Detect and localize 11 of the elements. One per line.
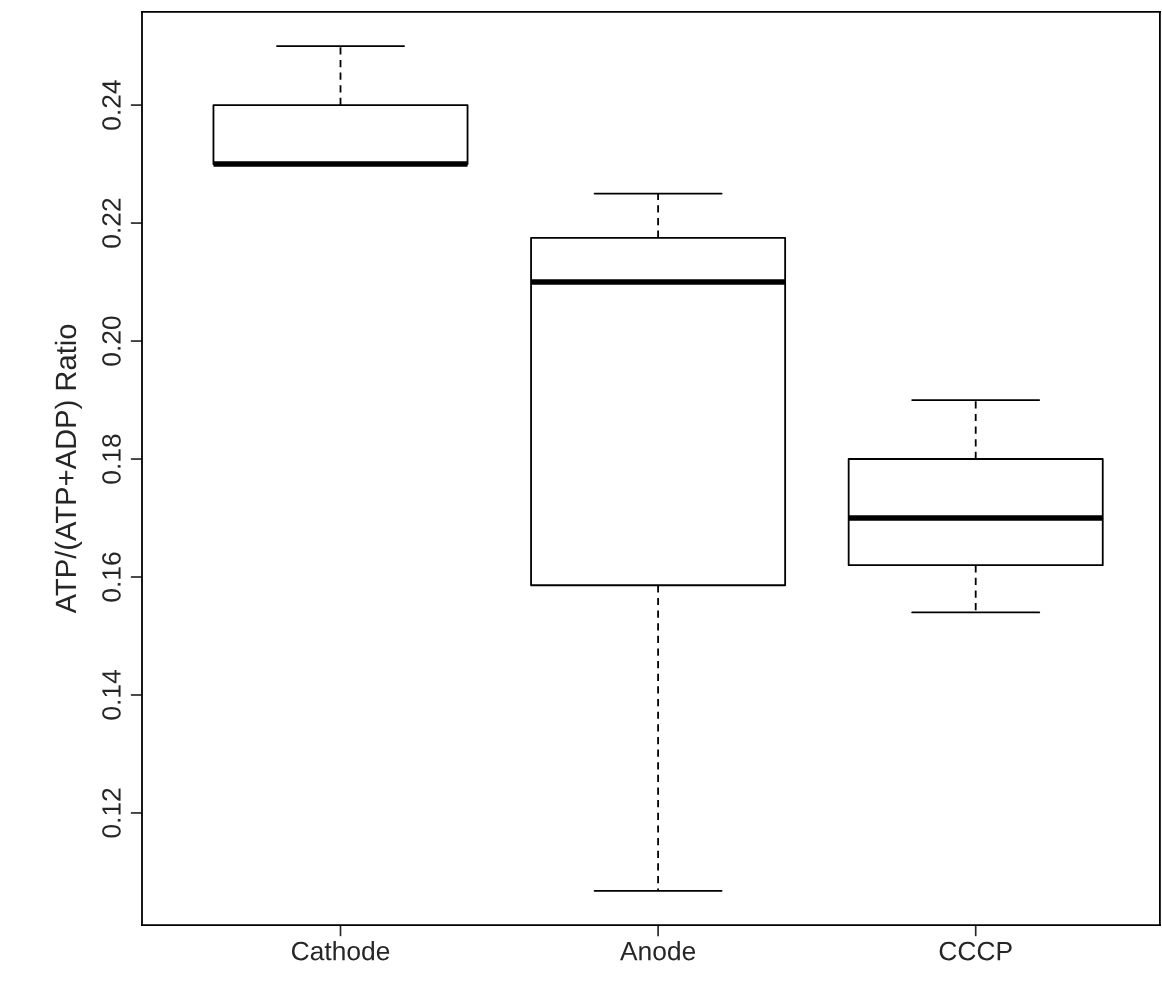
y-tick-label: 0.14 — [102, 670, 121, 720]
x-tick-label: CCCP — [939, 941, 1012, 961]
x-tick-label: Anode — [620, 941, 696, 961]
y-tick-label: 0.16 — [102, 552, 121, 602]
y-axis-title: ATP/(ATP+ADP) Ratio — [54, 324, 82, 614]
y-tick-label: 0.22 — [102, 198, 121, 248]
x-tick-label: Cathode — [291, 941, 390, 961]
y-tick-label: 0.24 — [102, 80, 121, 130]
y-tick-label: 0.20 — [102, 316, 121, 366]
y-tick-label: 0.18 — [102, 434, 121, 484]
y-tick-label: 0.12 — [102, 788, 121, 838]
